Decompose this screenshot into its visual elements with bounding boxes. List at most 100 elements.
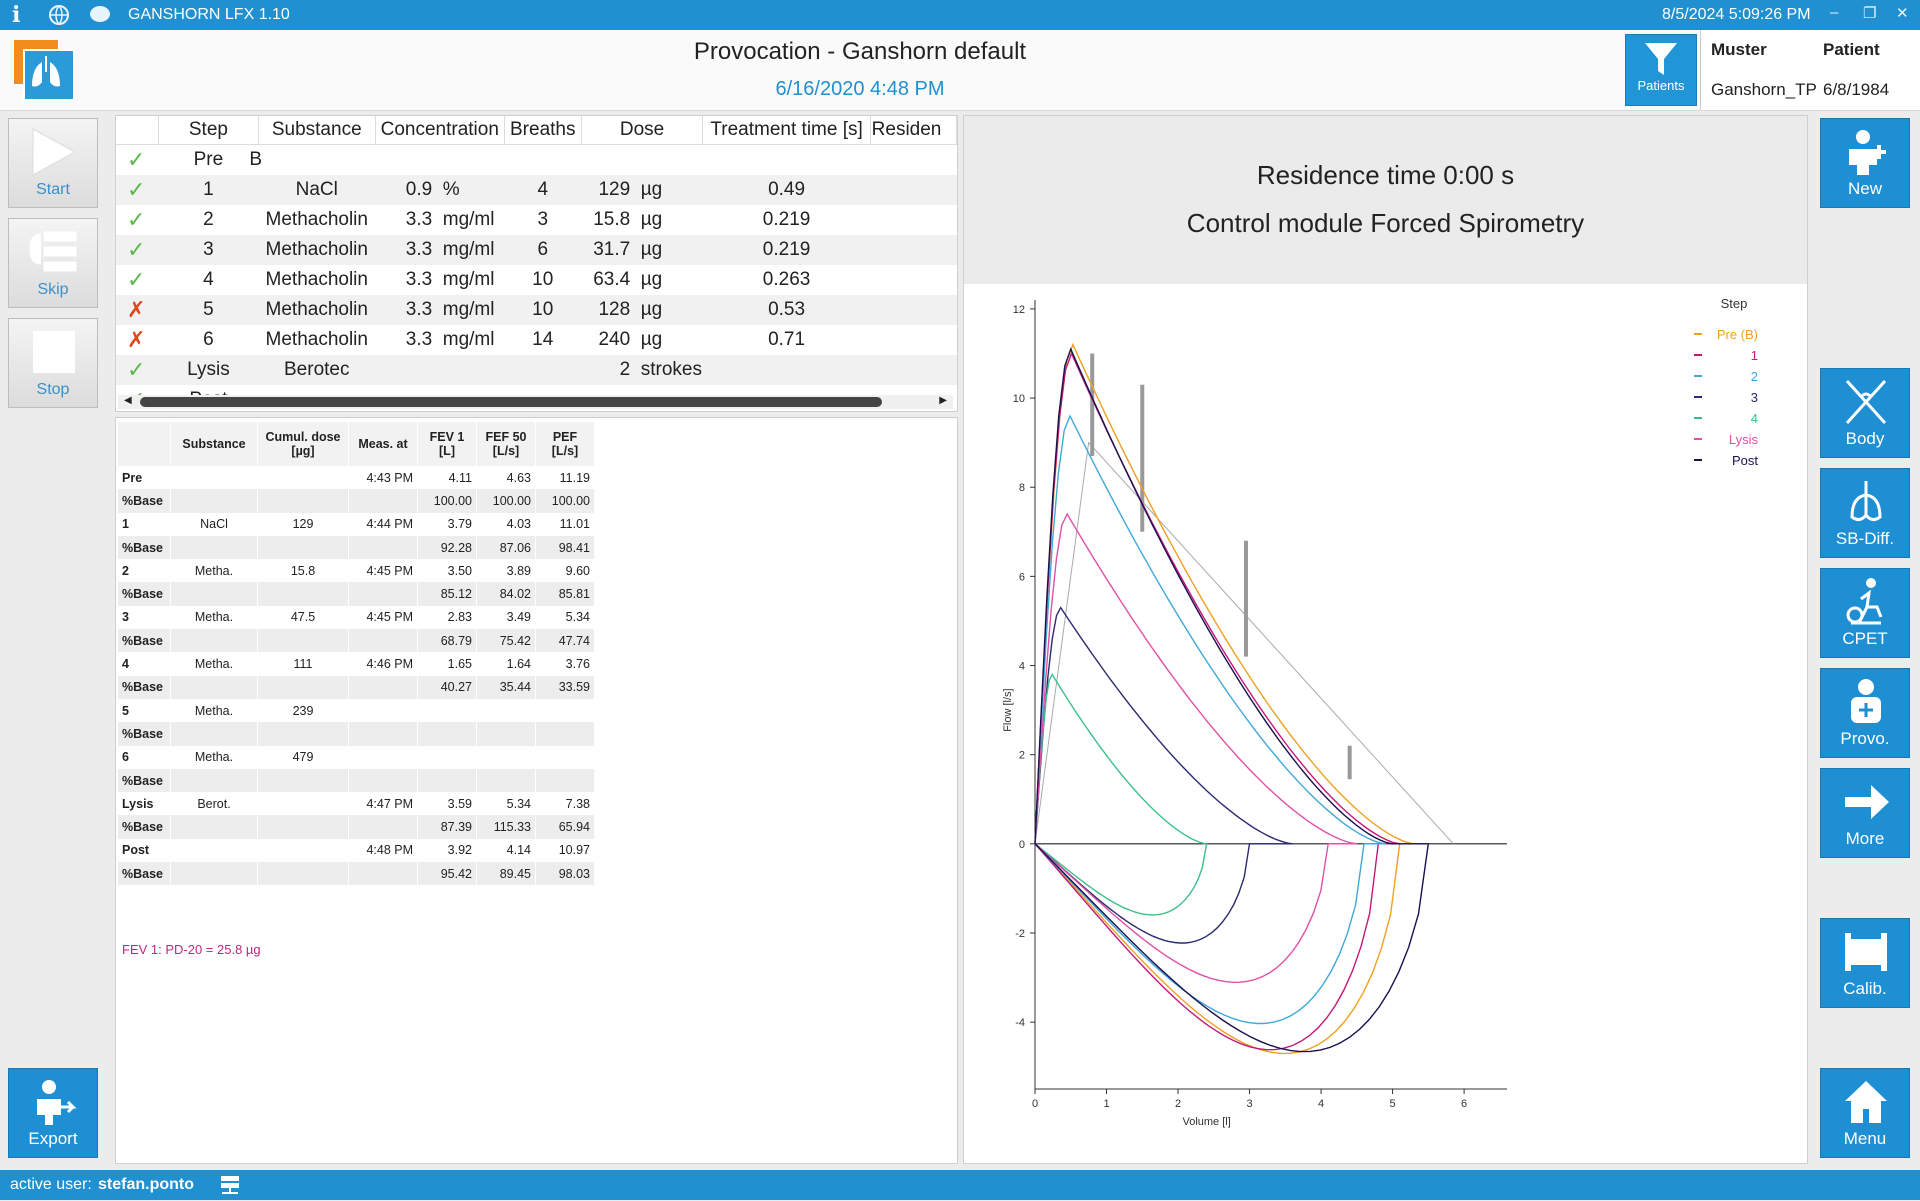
results-cell: 111 — [257, 652, 349, 676]
skip-list-icon — [29, 231, 77, 272]
results-cell: 65.94 — [535, 815, 595, 839]
lungs-icon — [1850, 481, 1882, 522]
results-cell: 100.00 — [417, 489, 477, 513]
skip-label: Skip — [37, 281, 69, 298]
patient-name-label: Muster — [1711, 40, 1767, 59]
x-tick-label: 6 — [1461, 1098, 1467, 1110]
x-tick-label: 4 — [1318, 1098, 1324, 1110]
results-cell: Metha. — [170, 605, 258, 630]
results-cell — [476, 698, 536, 723]
step-row[interactable]: ✗ 5 Methacholin 3.3 mg/ml 10 128 µg 0.53 — [116, 295, 957, 325]
results-cell: 11.19 — [535, 466, 595, 490]
export-button[interactable]: Export — [8, 1068, 98, 1158]
cpet-button[interactable]: CPET — [1820, 568, 1910, 658]
results-cell: 9.60 — [535, 559, 595, 583]
scrollbar-thumb[interactable] — [140, 397, 882, 407]
more-button[interactable]: More — [1820, 768, 1910, 858]
check-icon: ✓ — [127, 147, 146, 172]
y-tick-label: 8 — [1019, 482, 1025, 494]
calib-button[interactable]: Calib. — [1820, 918, 1910, 1008]
step-treatment-time: 0.71 — [768, 329, 806, 350]
col-step[interactable]: Step — [158, 116, 259, 145]
step-name: 3 — [203, 239, 214, 260]
step-concentration: 0.9 — [405, 179, 433, 200]
patients-button[interactable]: Patients — [1625, 34, 1697, 106]
y-tick-label: 10 — [1013, 393, 1025, 405]
status-bar: active user: stefan.ponto — [0, 1170, 1920, 1200]
results-cell — [476, 768, 536, 793]
step-row[interactable]: ✓ 3 Methacholin 3.3 mg/ml 6 31.7 µg 0.219 — [116, 235, 957, 265]
col-substance[interactable]: Substance — [258, 116, 376, 145]
results-cell: 87.06 — [476, 535, 536, 560]
results-panel: Substance Cumul. dose [µg] Meas. at FEV 1 [… — [115, 417, 958, 1164]
title-bar: i GANSHORN LFX 1.10 8/5/2024 5:09:26 PM … — [0, 0, 1920, 30]
results-row: Lysis Berot. 4:47 PM 3.59 5.34 7.38 — [118, 792, 595, 816]
step-breaths: 4 — [537, 179, 549, 200]
results-cell — [348, 489, 418, 513]
start-button[interactable]: Start — [8, 118, 98, 208]
results-col-header: PEF [L/s] — [535, 422, 595, 466]
results-cell — [170, 838, 258, 863]
results-col-header: Meas. at — [348, 422, 418, 466]
step-name: 5 — [203, 299, 214, 320]
calibration-syringe-icon — [1845, 933, 1887, 971]
step-row[interactable]: ✓ 4 Methacholin 3.3 mg/ml 10 63.4 µg 0.263 — [116, 265, 957, 295]
skip-button[interactable]: Skip — [8, 218, 98, 308]
pd20-result: FEV 1: PD-20 = 25.8 µg — [122, 942, 261, 957]
step-row[interactable]: ✓ Pre B — [116, 145, 957, 176]
results-cell — [170, 722, 258, 746]
results-cell: 75.42 — [476, 629, 536, 653]
body-button[interactable]: Body — [1820, 368, 1910, 458]
patient-info: Muster Patient Ganshorn_TP 6/8/1984 — [1700, 30, 1920, 110]
app-title: GANSHORN LFX 1.10 — [128, 6, 290, 23]
sbdiff-button[interactable]: SB-Diff. — [1820, 468, 1910, 558]
results-cell — [257, 535, 349, 560]
col-concentration[interactable]: Concentration — [375, 116, 505, 145]
col-dose[interactable]: Dose — [581, 116, 704, 145]
step-row[interactable]: ✓ 2 Methacholin 3.3 mg/ml 3 15.8 µg 0.219 — [116, 205, 957, 235]
residence-time: Residence time 0:00 s — [1256, 160, 1515, 190]
chat-icon[interactable] — [88, 4, 112, 31]
info-icon[interactable]: i — [12, 2, 21, 28]
horizontal-scrollbar[interactable]: ◀ ▶ — [118, 395, 953, 409]
results-cell: 98.41 — [535, 535, 595, 560]
results-cell: 3.76 — [535, 652, 595, 676]
step-concentration-unit: % — [442, 179, 460, 200]
step-row[interactable]: ✓ 1 NaCl 0.9 % 4 129 µg 0.49 — [116, 175, 957, 205]
globe-icon[interactable] — [48, 4, 70, 31]
results-cell — [170, 535, 258, 560]
control-module: Control module Forced Spirometry — [1186, 208, 1585, 238]
step-row[interactable]: ✗ 6 Methacholin 3.3 mg/ml 14 240 µg 0.71 — [116, 325, 957, 355]
restore-icon[interactable]: ❐ — [1863, 5, 1877, 22]
col-treatment-time[interactable]: Treatment time [s] — [702, 116, 871, 145]
new-button[interactable]: New — [1820, 118, 1910, 208]
step-concentration-unit: mg/ml — [442, 209, 495, 230]
results-cell: 4:48 PM — [348, 838, 418, 863]
y-axis-label: Flow [l/s] — [1002, 688, 1014, 731]
menu-button[interactable]: Menu — [1820, 1068, 1910, 1158]
results-cell — [417, 722, 477, 746]
system-datetime: 8/5/2024 5:09:26 PM — [1662, 6, 1811, 23]
close-icon[interactable]: ✕ — [1896, 5, 1909, 22]
results-cell — [476, 722, 536, 746]
step-row[interactable]: ✓ Lysis Berotec 2 strokes — [116, 355, 957, 385]
col-breaths[interactable]: Breaths — [504, 116, 582, 145]
minimize-icon[interactable]: – — [1830, 4, 1839, 21]
stop-button[interactable]: Stop — [8, 318, 98, 408]
col-residence[interactable]: Residen — [870, 116, 957, 145]
results-cell: %Base — [118, 489, 171, 513]
provo-button[interactable]: Provo. — [1820, 668, 1910, 758]
results-cell: 3.79 — [417, 512, 477, 536]
stop-icon — [33, 331, 75, 373]
scroll-right-icon[interactable]: ▶ — [939, 395, 947, 406]
scroll-left-icon[interactable]: ◀ — [124, 395, 132, 406]
results-cell: %Base — [118, 582, 171, 606]
network-icon[interactable] — [218, 1174, 242, 1201]
series-line — [1034, 347, 1430, 1053]
step-treatment-time: 0.219 — [762, 239, 811, 260]
results-cell — [257, 838, 349, 863]
cross-icon: ✗ — [127, 327, 146, 352]
step-substance: Berotec — [284, 359, 350, 380]
results-cell: %Base — [118, 629, 171, 653]
